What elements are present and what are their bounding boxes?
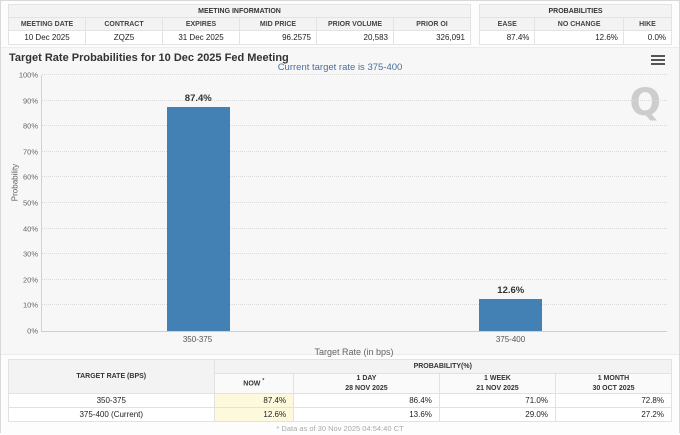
- y-axis-tick-label: 40%: [22, 224, 38, 234]
- y-axis-tick-label: 70%: [22, 147, 38, 157]
- probabilities-value-row: 87.4% 12.6% 0.0%: [478, 30, 673, 45]
- contract-value: ZQZ5: [85, 30, 163, 45]
- probabilities-header-row: EASE NO CHANGE HIKE: [478, 17, 673, 31]
- y-axis-tick-label: 30%: [22, 249, 38, 259]
- probability-cell: 87.4%: [213, 393, 295, 408]
- target-rate-cell: 375-400 (Current): [8, 407, 215, 422]
- meeting-info-value-row: 10 Dec 2025 ZQZ5 31 Dec 2025 96.2575 20,…: [8, 30, 471, 45]
- y-axis-tick-label: 80%: [22, 121, 38, 131]
- gridline: [42, 150, 667, 152]
- one-day-header: 1 DAY 28 NOV 2025: [293, 373, 440, 394]
- probability-chart: Target Rate Probabilities for 10 Dec 202…: [1, 47, 679, 357]
- no-change-value: 12.6%: [534, 30, 624, 45]
- prob-table-body: 350-375 87.4% 86.4% 71.0% 72.8% 375-400 (Curr…: [8, 393, 673, 422]
- mid-price-value: 96.2575: [239, 30, 317, 45]
- hike-header: HIKE: [622, 17, 673, 31]
- ease-value: 87.4%: [478, 30, 536, 45]
- probabilities-title: PROBABILITIES: [479, 4, 672, 18]
- bar-375-400[interactable]: [479, 298, 543, 331]
- now-header: NOW *: [213, 373, 295, 394]
- probability-cell: 13.6%: [293, 407, 440, 422]
- x-axis-tick-label: 375-400: [495, 335, 526, 344]
- prior-oi-value: 326,091: [393, 30, 471, 45]
- footnote-row: * Data as of 30 Nov 2025 04:54:40 CT: [8, 421, 672, 435]
- gridline: [42, 253, 667, 255]
- bar-value-label: 87.4%: [184, 93, 212, 105]
- one-month-header: 1 MONTH 30 OCT 2025: [554, 373, 673, 394]
- probability-group-header: PROBABILITY(%): [213, 359, 673, 374]
- probability-table: TARGET RATE (BPS) PROBABILITY(%) NOW * 1…: [8, 359, 673, 435]
- mid-price-header: MID PRICE: [239, 17, 317, 31]
- hamburger-menu-icon[interactable]: [651, 54, 665, 66]
- y-axis-tick-label: 0%: [27, 326, 38, 336]
- no-change-header: NO CHANGE: [534, 17, 624, 31]
- prior-volume-header: PRIOR VOLUME: [316, 17, 394, 31]
- summary-tables: MEETING INFORMATION MEETING DATE CONTRAC…: [1, 1, 679, 47]
- bar-350-375[interactable]: [166, 107, 230, 331]
- hike-value: 0.0%: [622, 30, 673, 45]
- quikstrike-watermark-icon: Q: [629, 81, 661, 124]
- gridline: [42, 202, 667, 203]
- x-axis-title: Target Rate (in bps): [314, 347, 394, 357]
- contract-header: CONTRACT: [85, 17, 163, 31]
- probability-cell: 86.4%: [293, 393, 440, 408]
- table-row: 375-400 (Current) 12.6% 13.6% 29.0% 27.2%: [8, 407, 673, 422]
- probability-cell: 12.6%: [213, 407, 295, 422]
- probability-cell: 72.8%: [554, 393, 673, 408]
- x-axis-labels: 350-375 375-400: [41, 335, 667, 346]
- ease-header: EASE: [478, 17, 536, 31]
- gridline: [42, 278, 667, 280]
- expires-value: 31 Dec 2025: [162, 30, 240, 45]
- expires-header: EXPIRES: [162, 17, 240, 31]
- probability-table-subheader-row: NOW * 1 DAY 28 NOV 2025 1 WEEK 21 NOV 2025…: [9, 373, 673, 394]
- y-axis-tick-label: 90%: [22, 96, 38, 106]
- prior-volume-value: 20,583: [316, 30, 394, 45]
- prior-oi-header: PRIOR OI: [393, 17, 471, 31]
- meeting-info-title: MEETING INFORMATION: [8, 4, 471, 18]
- y-axis-tick-label: 20%: [22, 275, 38, 285]
- gridline: [42, 304, 667, 306]
- probability-cell: 71.0%: [438, 393, 556, 408]
- probability-cell: 29.0%: [438, 407, 556, 422]
- chart-title: Target Rate Probabilities for 10 Dec 202…: [9, 52, 289, 64]
- data-as-of-footnote: * Data as of 30 Nov 2025 04:54:40 CT: [8, 421, 672, 435]
- gridline: [42, 74, 667, 75]
- meeting-information-table: MEETING INFORMATION MEETING DATE CONTRAC…: [8, 4, 471, 45]
- chart-subtitle: Current target rate is 375-400: [277, 62, 403, 73]
- x-axis-tick-label: 350-375: [182, 335, 213, 344]
- y-axis-tick-label: 10%: [22, 300, 38, 310]
- meeting-date-header: MEETING DATE: [8, 17, 86, 31]
- meeting-info-header-row: MEETING DATE CONTRACT EXPIRES MID PRICE …: [8, 17, 471, 31]
- y-axis-tick-label: 50%: [22, 198, 38, 208]
- gridline: [42, 176, 667, 178]
- meeting-date-value: 10 Dec 2025: [8, 30, 86, 45]
- probability-cell: 27.2%: [554, 407, 673, 422]
- y-axis-tick-label: 60%: [22, 172, 38, 182]
- bar-value-label: 12.6%: [497, 284, 525, 296]
- table-row: 350-375 87.4% 86.4% 71.0% 72.8%: [8, 393, 673, 408]
- target-rate-cell: 350-375: [8, 393, 215, 408]
- gridline: [42, 125, 667, 127]
- probability-table-section: TARGET RATE (BPS) PROBABILITY(%) NOW * 1…: [1, 355, 679, 435]
- probability-table-group-row: TARGET RATE (BPS) PROBABILITY(%): [8, 359, 673, 394]
- probabilities-summary-table: PROBABILITIES EASE NO CHANGE HIKE 87.4% …: [478, 4, 673, 45]
- target-rate-header: TARGET RATE (BPS): [8, 359, 215, 394]
- gridline: [42, 99, 667, 101]
- y-axis-tick-label: 100%: [18, 70, 38, 80]
- one-week-header: 1 WEEK 21 NOV 2025: [438, 373, 556, 394]
- gridline: [42, 227, 667, 229]
- plot-area: Q 0% 10% 20% 30% 40% 50% 60% 70% 80% 90% 100% 87.4%…: [19, 71, 667, 336]
